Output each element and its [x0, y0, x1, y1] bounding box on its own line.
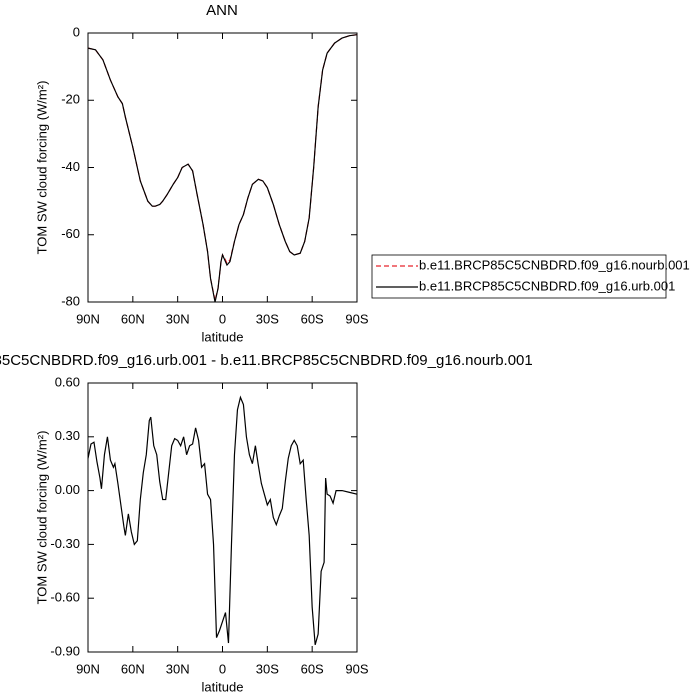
- x-tick-label: 30N: [166, 661, 190, 676]
- data-line: [87, 34, 358, 301]
- y-axis-label: TOM SW cloud forcing (W/m²): [34, 81, 49, 255]
- legend-frame: [371, 254, 667, 299]
- y-tick-label: 0.60: [55, 374, 80, 389]
- y-tick-label: -0.30: [50, 536, 80, 551]
- y-tick-label: -0.60: [50, 590, 80, 605]
- x-tick-label: 60N: [121, 311, 145, 326]
- legend-label: b.e11.BRCP85C5CNBDRD.f09_g16.urb.001: [419, 278, 675, 293]
- x-tick-label: 30S: [256, 661, 279, 676]
- x-axis-label: latitude: [202, 329, 244, 344]
- y-tick-label: -60: [61, 226, 80, 241]
- data-line: [87, 395, 358, 645]
- x-tick-label: 60S: [301, 661, 324, 676]
- x-tick-label: 30N: [166, 311, 190, 326]
- x-tick-label: 30S: [256, 311, 279, 326]
- x-tick-label: 90S: [345, 311, 368, 326]
- chart-title: b.e11.BRCP85C5CNBDRD.f09_g16.urb.001 - b…: [0, 352, 533, 369]
- x-tick-label: 60N: [121, 661, 145, 676]
- x-tick-label: 90N: [76, 311, 100, 326]
- chart-title: ANN: [206, 2, 238, 19]
- y-tick-label: -0.90: [50, 643, 80, 658]
- x-tick-label: 0: [219, 661, 226, 676]
- y-tick-label: 0: [73, 24, 80, 39]
- x-tick-label: 60S: [301, 311, 324, 326]
- y-tick-label: 0.30: [55, 428, 80, 443]
- y-tick-label: -80: [61, 293, 80, 308]
- x-tick-label: 0: [219, 311, 226, 326]
- y-axis-label: TOM SW cloud forcing (W/m²): [34, 431, 49, 605]
- legend-label: b.e11.BRCP85C5CNBDRD.f09_g16.nourb.001: [419, 257, 690, 272]
- x-tick-label: 90N: [76, 661, 100, 676]
- y-tick-label: -20: [61, 92, 80, 107]
- y-tick-label: 0.00: [55, 482, 80, 497]
- data-line: [87, 34, 358, 303]
- x-tick-label: 90S: [345, 661, 368, 676]
- y-tick-label: -40: [61, 159, 80, 174]
- plot-frame: [87, 32, 358, 303]
- x-axis-label: latitude: [202, 679, 244, 694]
